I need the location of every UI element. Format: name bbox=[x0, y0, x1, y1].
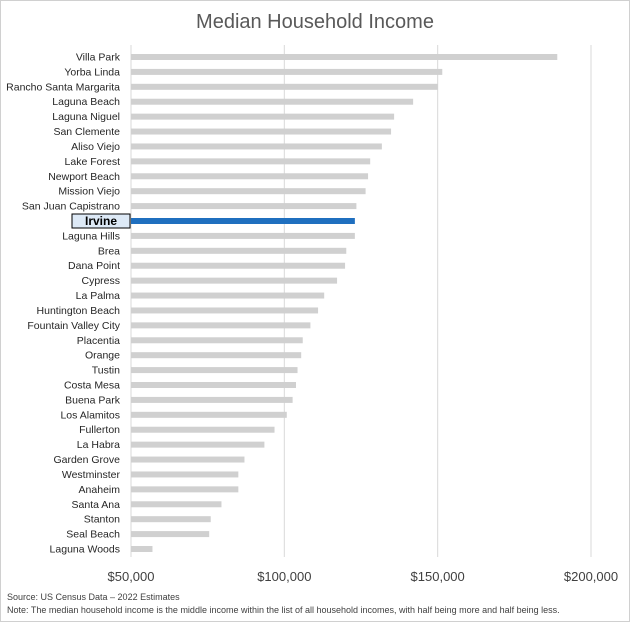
bar bbox=[131, 158, 371, 165]
category-label: Fountain Valley City bbox=[27, 320, 120, 332]
category-label: Rancho Santa Margarita bbox=[6, 81, 120, 93]
definition-note: Note: The median household income is the… bbox=[7, 605, 560, 615]
bar bbox=[131, 54, 558, 60]
category-label: Dana Point bbox=[68, 260, 120, 272]
category-label: San Juan Capistrano bbox=[22, 201, 120, 213]
bar bbox=[131, 516, 211, 523]
category-label: Brea bbox=[98, 245, 120, 257]
category-label: Santa Ana bbox=[72, 499, 121, 511]
category-label: Los Alamitos bbox=[60, 409, 120, 421]
bar bbox=[131, 203, 357, 210]
category-label: Newport Beach bbox=[48, 171, 120, 183]
category-label: Villa Park bbox=[76, 52, 121, 64]
category-label: Lake Forest bbox=[65, 156, 121, 168]
x-axis-ticks: $50,000 $100,000 $150,000 $200,000 bbox=[108, 569, 619, 584]
chart-title: Median Household Income bbox=[196, 11, 434, 33]
bar bbox=[131, 292, 325, 299]
category-label: Garden Grove bbox=[53, 454, 120, 466]
bar bbox=[131, 352, 302, 359]
category-label: Laguna Niguel bbox=[52, 111, 120, 123]
bar bbox=[131, 307, 319, 314]
category-label: La Habra bbox=[77, 439, 120, 451]
x-tick-label: $200,000 bbox=[564, 569, 618, 584]
category-label: Costa Mesa bbox=[64, 380, 120, 392]
source-note: Source: US Census Data – 2022 Estimates bbox=[7, 592, 180, 602]
category-label: Laguna Hills bbox=[62, 230, 120, 242]
category-label: Mission Viejo bbox=[58, 186, 120, 198]
category-label: Orange bbox=[85, 350, 120, 362]
bar bbox=[131, 337, 303, 344]
category-label: Placentia bbox=[77, 335, 120, 347]
x-tick-label: $100,000 bbox=[257, 569, 311, 584]
bar-highlight bbox=[131, 218, 355, 224]
bar bbox=[131, 277, 338, 284]
category-label: Fullerton bbox=[79, 424, 120, 436]
bar bbox=[131, 98, 414, 105]
bar bbox=[131, 83, 438, 90]
bars bbox=[131, 54, 558, 552]
category-label: Laguna Woods bbox=[50, 544, 120, 556]
bar bbox=[131, 471, 239, 478]
category-label: Westminster bbox=[62, 469, 121, 481]
bar bbox=[131, 113, 395, 120]
bar bbox=[131, 173, 369, 180]
bar bbox=[131, 382, 296, 388]
bar bbox=[131, 68, 443, 75]
category-label: Anaheim bbox=[79, 484, 121, 496]
gridlines bbox=[130, 45, 592, 557]
bar bbox=[131, 188, 366, 195]
category-labels: Villa Park Yorba Linda Rancho Santa Margar… bbox=[6, 52, 131, 556]
category-label: Seal Beach bbox=[66, 529, 120, 541]
category-label: La Palma bbox=[76, 290, 121, 302]
bar bbox=[131, 143, 382, 150]
category-label: Cypress bbox=[81, 275, 120, 287]
bar bbox=[131, 486, 239, 493]
category-label: Stanton bbox=[84, 514, 120, 526]
category-label: Tustin bbox=[92, 365, 120, 377]
category-label: Laguna Beach bbox=[52, 96, 120, 108]
highlight-label-box bbox=[71, 213, 131, 229]
bar bbox=[131, 501, 222, 508]
category-label: San Clemente bbox=[53, 126, 120, 138]
bar bbox=[131, 456, 245, 463]
bar bbox=[131, 396, 293, 403]
bar bbox=[131, 426, 275, 433]
bar bbox=[131, 367, 298, 374]
bar bbox=[131, 546, 153, 552]
x-tick-label: $150,000 bbox=[411, 569, 465, 584]
bar bbox=[131, 441, 265, 448]
category-label: Aliso Viejo bbox=[71, 141, 120, 153]
category-label-highlight: Irvine bbox=[85, 214, 117, 228]
x-tick-label: $50,000 bbox=[108, 569, 155, 584]
category-label: Yorba Linda bbox=[64, 66, 120, 78]
bar bbox=[131, 322, 311, 329]
bar bbox=[131, 411, 287, 418]
category-label: Huntington Beach bbox=[37, 305, 121, 317]
bar bbox=[131, 232, 355, 239]
bar bbox=[131, 128, 392, 135]
category-label: Buena Park bbox=[65, 394, 121, 406]
bar bbox=[131, 262, 346, 269]
bar bbox=[131, 247, 347, 254]
bar bbox=[131, 531, 210, 538]
